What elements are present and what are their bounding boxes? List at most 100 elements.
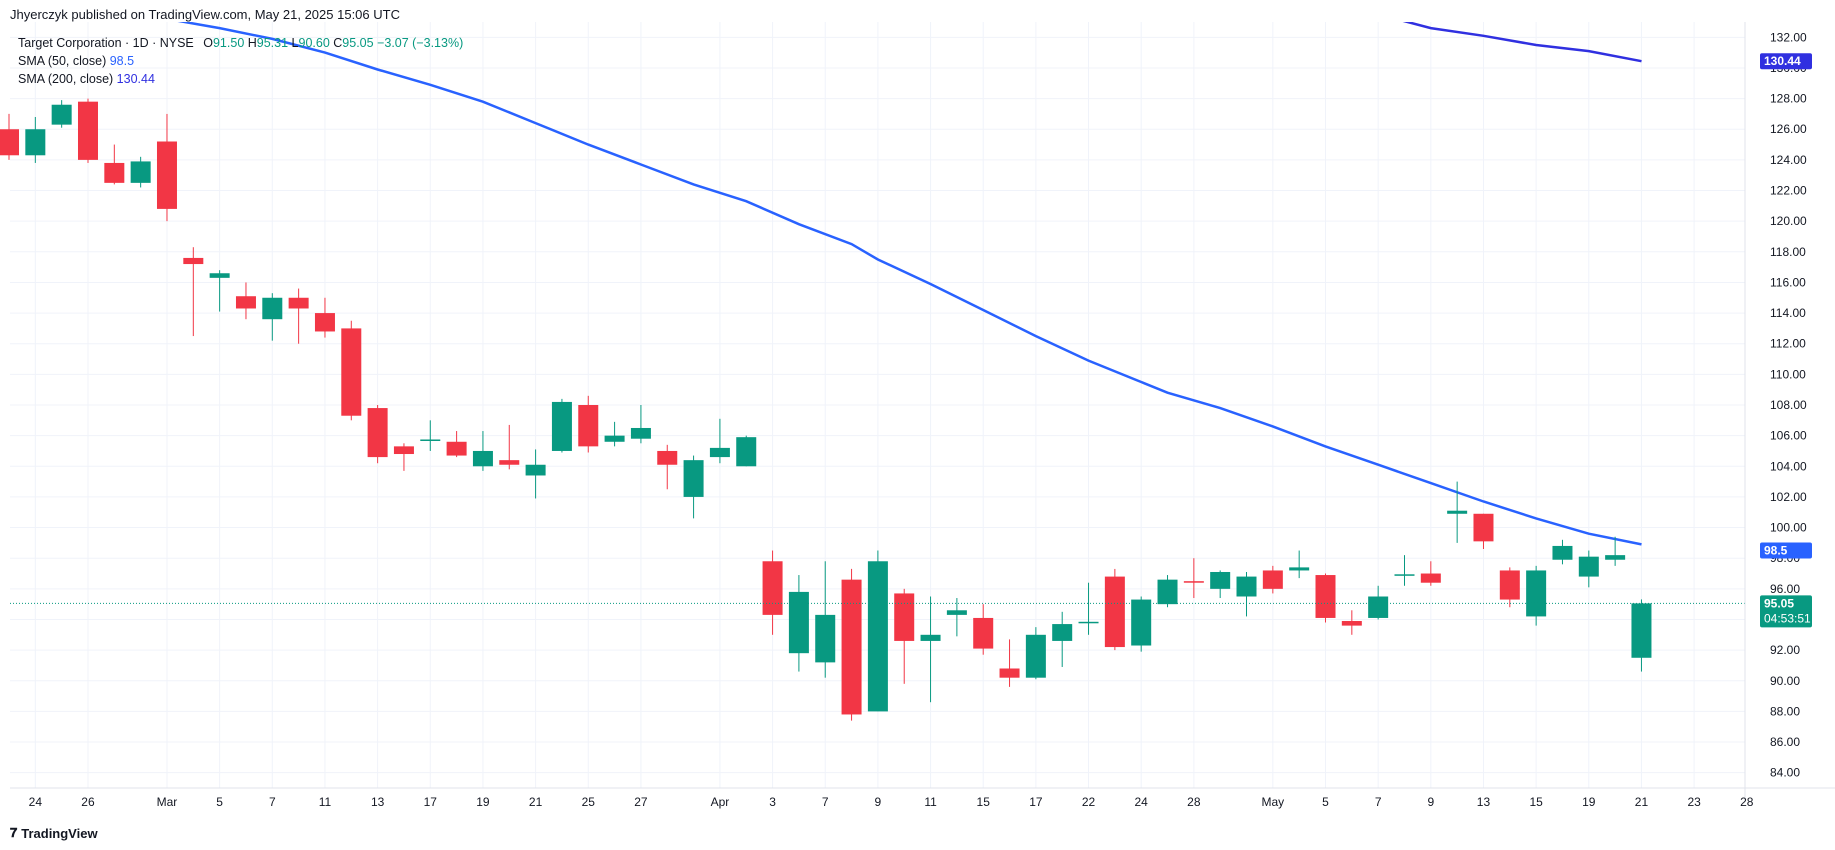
close-value: 95.05 [342, 36, 374, 50]
candle [1394, 555, 1415, 586]
candle-body [1183, 581, 1204, 583]
sma200-value: 130.44 [116, 72, 155, 86]
x-tick-label: 21 [529, 795, 543, 809]
candle [1236, 571, 1257, 617]
candle-body [1315, 575, 1336, 618]
candle-body [341, 328, 362, 416]
candle-body [472, 450, 493, 467]
x-tick-label: 15 [1529, 795, 1543, 809]
candle [1210, 570, 1231, 599]
candle [0, 113, 19, 160]
y-tick-label: 92.00 [1770, 643, 1800, 657]
y-tick-label: 124.00 [1770, 153, 1807, 167]
y-tick-label: 122.00 [1770, 184, 1807, 198]
candle-body [1236, 576, 1257, 597]
svg-text:95.05: 95.05 [1764, 596, 1794, 610]
candle [156, 113, 177, 222]
y-tick-label: 96.00 [1770, 582, 1800, 596]
candle [630, 405, 651, 444]
x-tick-label: 24 [1135, 795, 1149, 809]
candle [946, 598, 967, 637]
candle-body [77, 101, 98, 160]
x-tick-label: 5 [216, 795, 223, 809]
candle [1262, 565, 1283, 594]
candle [1289, 550, 1310, 579]
candle-body [288, 297, 309, 309]
candle [314, 297, 335, 338]
candle-body [51, 104, 72, 125]
candle-body [1552, 545, 1573, 560]
tradingview-brand[interactable]: 𝟕 TradingView [10, 826, 98, 841]
x-tick-label: 21 [1635, 795, 1649, 809]
y-tick-label: 112.00 [1770, 337, 1806, 351]
candle-body [630, 427, 651, 439]
y-tick-label: 118.00 [1770, 245, 1806, 259]
candle [51, 100, 72, 128]
candle [77, 98, 98, 163]
candle [999, 639, 1020, 687]
candle [894, 588, 915, 684]
x-tick-label: May [1262, 795, 1285, 809]
countdown-label: 04:53:51 [1764, 611, 1811, 625]
legend-sma50-row[interactable]: SMA (50, close) 98.5 [18, 52, 463, 70]
candle-body [1394, 574, 1415, 576]
candle-body [25, 129, 46, 156]
x-tick-label: 9 [875, 795, 882, 809]
candle-body [0, 129, 19, 156]
candle [1526, 565, 1547, 626]
candle [657, 444, 678, 490]
x-tick-label: Apr [711, 795, 730, 809]
candle-body [1341, 621, 1362, 626]
chart-legend: Target Corporation · 1D · NYSE O91.50 H9… [18, 34, 463, 88]
time-axis: 24 26 Mar 5 7 11 13 17 19 21 25 27 Apr 3 7 9 11 15 17 22 24 2… [10, 787, 1835, 809]
candle-body [183, 257, 204, 265]
candle [683, 455, 704, 519]
x-tick-label: 5 [1322, 795, 1329, 809]
y-tick-label: 90.00 [1770, 674, 1800, 688]
candle-body [156, 141, 177, 209]
candle-body [393, 446, 414, 455]
candle [499, 424, 520, 470]
candle [209, 270, 230, 312]
candle-body [1262, 570, 1283, 589]
candle [867, 550, 888, 712]
x-tick-label: 19 [1582, 795, 1596, 809]
candle-body [1078, 621, 1099, 624]
y-tick-label: 106.00 [1770, 429, 1807, 443]
price-axis: 84.0086.0088.0090.0092.0094.0096.0098.00… [1744, 0, 1835, 850]
legend-symbol-row[interactable]: Target Corporation · 1D · NYSE O91.50 H9… [18, 34, 463, 52]
y-tick-label: 100.00 [1770, 521, 1807, 535]
candle [288, 288, 309, 344]
candle [472, 431, 493, 471]
candle [393, 443, 414, 471]
candle [446, 431, 467, 458]
sma200-line [1402, 22, 1642, 63]
candle-layer [0, 98, 1652, 721]
candle-body [762, 561, 783, 615]
candle-body [736, 437, 757, 467]
symbol-title: Target Corporation · 1D · NYSE [18, 36, 194, 50]
candle-body [1052, 624, 1073, 641]
sma50-axis-marker: 98.5 [1760, 542, 1812, 559]
candle-body [920, 634, 941, 641]
candle-body [314, 313, 335, 332]
candle [1447, 481, 1468, 543]
candle-body [1578, 556, 1599, 577]
x-tick-label: 17 [1029, 795, 1043, 809]
candle [183, 247, 204, 337]
candle [235, 282, 256, 320]
candle-body [999, 668, 1020, 678]
sma50-line [177, 22, 1642, 546]
candle-body [1605, 555, 1626, 560]
candle [1157, 575, 1178, 608]
candle-body [578, 405, 599, 447]
candle [367, 405, 388, 464]
candle [1631, 599, 1652, 672]
legend-sma200-row[interactable]: SMA (200, close) 130.44 [18, 70, 463, 88]
y-tick-label: 114.00 [1770, 306, 1806, 320]
open-label: O [203, 36, 213, 50]
candle-body [104, 162, 125, 183]
x-tick-label: 25 [582, 795, 596, 809]
